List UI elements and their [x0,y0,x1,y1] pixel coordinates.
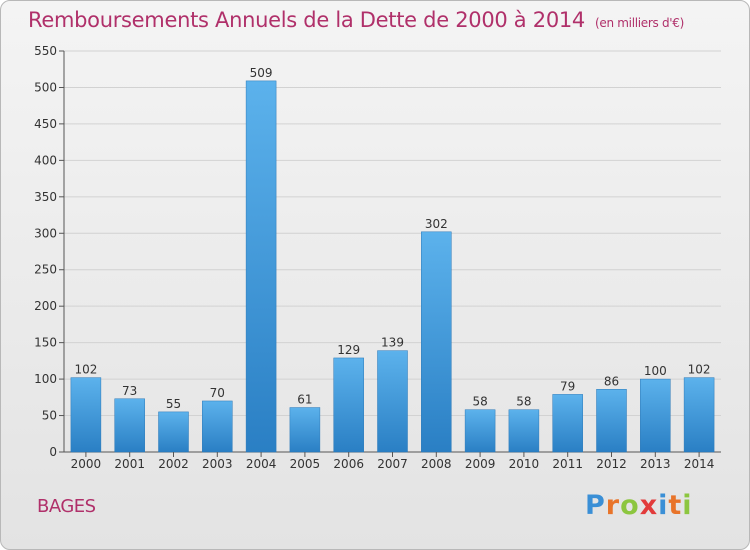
data-label: 79 [560,379,575,393]
y-tick-label: 400 [34,153,57,167]
bar [114,398,145,453]
chart-title: Remboursements Annuels de la Dette de 20… [28,8,684,32]
x-tick-label: 2008 [421,457,452,471]
bar [464,409,496,453]
x-tick-label: 2014 [684,457,715,471]
logo-letter: P [585,490,606,521]
bar [289,407,321,453]
x-tick-label: 2010 [509,457,540,471]
y-tick-label: 0 [49,445,57,459]
bar [640,378,671,453]
data-label: 139 [381,336,404,350]
data-label: 302 [425,217,448,231]
x-tick-label: 2005 [290,457,321,471]
data-label: 55 [166,397,181,411]
x-tick-label: 2001 [114,457,145,471]
y-tick-label: 50 [42,409,57,423]
y-tick-label: 150 [34,336,57,350]
data-label: 509 [250,66,273,80]
x-tick-label: 2002 [158,457,189,471]
y-tick-label: 200 [34,299,57,313]
y-tick-label: 500 [34,80,57,94]
data-label: 73 [122,384,137,398]
y-axis: 0 50 100 150 200 250 300 350 400 450 500 550 [34,44,721,459]
data-label: 58 [516,395,531,409]
y-tick-label: 300 [34,226,57,240]
y-tick-label: 250 [34,263,57,277]
logo-letter: t [668,490,683,521]
bar [158,411,189,453]
commune-name: BAGES [37,496,96,517]
data-label: 58 [472,395,487,409]
x-tick-label: 2013 [640,457,671,471]
bar [508,409,540,453]
y-tick-label: 450 [34,117,57,131]
data-label: 70 [210,386,225,400]
bar [245,80,277,453]
logo-letter: x [639,490,659,521]
logo-letter: o [620,490,640,521]
bar [421,231,452,453]
bar [70,377,102,453]
x-axis: 2000 2001 2002 2003 2004 2005 2006 2007 2008 2009… [71,452,715,471]
x-tick-label: 2006 [333,457,364,471]
bar [377,350,408,453]
y-tick-label: 100 [34,372,57,386]
data-label: 102 [74,363,97,377]
logo-letter: i [658,490,669,521]
chart-unit: (en milliers d'€) [595,16,685,30]
logo-letter: i [682,490,693,521]
data-label: 100 [644,364,667,378]
x-tick-label: 2000 [71,457,102,471]
x-tick-label: 2004 [246,457,277,471]
data-label: 129 [337,343,360,357]
x-tick-label: 2009 [465,457,496,471]
y-tick-label: 550 [34,44,57,58]
bar [202,400,233,453]
bar [683,377,715,453]
bar [333,357,364,453]
bar [596,389,627,453]
x-tick-label: 2011 [552,457,583,471]
bars: 102 73 55 70 509 61 129 139 302 58 58 79 86 100 102 [70,66,715,453]
chart-title-text: Remboursements Annuels de la Dette de 20… [28,8,585,32]
proxiti-logo: Proxiti [585,490,693,521]
bar [552,394,583,453]
x-tick-label: 2003 [202,457,233,471]
logo-letter: r [605,490,621,521]
data-label: 102 [688,363,711,377]
x-tick-label: 2007 [377,457,408,471]
x-tick-label: 2012 [596,457,627,471]
data-label: 86 [604,374,619,388]
y-tick-label: 350 [34,190,57,204]
data-label: 61 [297,393,312,407]
